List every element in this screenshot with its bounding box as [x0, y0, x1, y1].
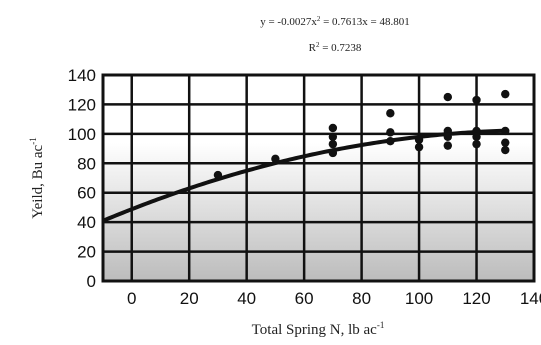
- data-point: [328, 123, 338, 133]
- data-point: [414, 135, 424, 144]
- x-tick-labels: 0 20 40 60 80 100 120 140: [127, 289, 541, 308]
- plot-area: [103, 75, 534, 281]
- data-point: [501, 145, 510, 155]
- y-tick-label: 100: [68, 125, 96, 144]
- x-tick-label: 80: [352, 289, 371, 308]
- x-axis-label: Total Spring N, lb ac-1: [252, 320, 385, 338]
- data-point: [328, 148, 338, 158]
- data-point: [501, 138, 510, 147]
- y-tick-label: 60: [77, 184, 96, 203]
- y-tick-label: 20: [77, 243, 96, 262]
- x-tick-label: 100: [405, 289, 433, 308]
- data-point: [472, 95, 481, 105]
- trendline-group: [103, 128, 506, 223]
- plot-border: [101, 73, 536, 283]
- data-point: [386, 109, 395, 118]
- data-point: [213, 170, 223, 180]
- data-points: [213, 89, 510, 180]
- y-tick-label: 0: [87, 272, 96, 291]
- data-point: [328, 132, 338, 141]
- x-tick-label: 140: [520, 289, 541, 308]
- data-point: [443, 132, 452, 141]
- y-tick-label: 80: [77, 154, 96, 173]
- y-tick-label: 40: [77, 213, 96, 232]
- y-tick-labels: 0 20 40 60 80 100 120 140: [68, 66, 96, 291]
- y-axis-label: Yeild, Bu ac-1: [28, 137, 46, 218]
- trendline: [103, 128, 506, 223]
- data-point: [414, 142, 424, 152]
- data-point: [472, 132, 481, 141]
- y-tick-label: 140: [68, 66, 96, 85]
- x-tick-label: 60: [295, 289, 314, 308]
- data-point: [472, 126, 481, 136]
- x-tick-label: 20: [180, 289, 199, 308]
- data-point: [443, 126, 452, 136]
- data-point: [328, 139, 338, 149]
- data-point: [501, 89, 510, 99]
- x-tick-label: 120: [462, 289, 490, 308]
- data-point: [443, 141, 452, 150]
- data-point: [386, 128, 395, 137]
- data-point: [271, 154, 280, 164]
- trendline-equation: y = -0.0027x2 = 0.7613x = 48.801: [260, 15, 410, 28]
- data-point: [443, 92, 452, 102]
- x-tick-label: 40: [237, 289, 256, 308]
- data-point: [501, 126, 510, 136]
- data-point: [386, 137, 395, 146]
- x-tick-label: 0: [127, 289, 136, 308]
- data-point: [472, 139, 481, 149]
- y-tick-label: 120: [68, 95, 96, 114]
- r-squared-label: R2 = 0.7238: [309, 41, 362, 54]
